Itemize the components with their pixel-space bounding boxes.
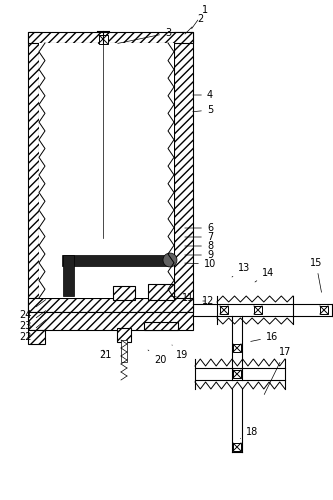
Text: 15: 15 — [310, 258, 322, 292]
Text: 19: 19 — [172, 345, 188, 360]
Bar — [63, 254, 74, 296]
Text: 11: 11 — [171, 293, 194, 303]
Bar — [174, 32, 193, 312]
Text: 7: 7 — [185, 232, 213, 242]
Bar — [233, 344, 241, 352]
Bar — [28, 330, 45, 344]
Text: 6: 6 — [185, 223, 213, 233]
Bar — [320, 306, 328, 314]
Text: 14: 14 — [255, 268, 274, 282]
Text: 3: 3 — [118, 28, 171, 44]
Bar — [40, 43, 173, 298]
Bar — [117, 328, 131, 342]
Text: 5: 5 — [193, 105, 213, 115]
Text: 20: 20 — [148, 350, 166, 365]
Text: 8: 8 — [185, 241, 213, 251]
Bar — [62, 254, 170, 266]
Text: 24: 24 — [19, 300, 46, 320]
Bar — [144, 322, 178, 330]
Text: 9: 9 — [185, 250, 213, 260]
Text: 4: 4 — [193, 90, 213, 100]
Bar — [28, 32, 193, 43]
Bar — [113, 286, 135, 300]
Text: 22: 22 — [19, 320, 46, 342]
Bar — [99, 34, 108, 43]
Text: 2: 2 — [185, 14, 203, 34]
Circle shape — [163, 253, 177, 267]
Bar — [152, 324, 170, 326]
Text: 18: 18 — [240, 427, 258, 438]
Bar — [121, 340, 127, 362]
Bar — [28, 32, 39, 312]
Bar — [220, 306, 228, 314]
Bar — [28, 298, 193, 312]
Text: 17: 17 — [264, 347, 291, 395]
Bar — [39, 43, 174, 298]
Text: 12: 12 — [202, 296, 214, 306]
Text: 13: 13 — [232, 263, 250, 277]
Bar — [233, 443, 241, 451]
Bar — [254, 306, 262, 314]
Bar — [148, 284, 174, 300]
Text: 16: 16 — [251, 332, 278, 342]
Text: 23: 23 — [19, 310, 46, 331]
Bar — [233, 370, 241, 378]
Text: 21: 21 — [99, 350, 111, 360]
Bar — [28, 312, 193, 330]
Text: 1: 1 — [191, 5, 208, 28]
Text: 10: 10 — [185, 259, 216, 269]
